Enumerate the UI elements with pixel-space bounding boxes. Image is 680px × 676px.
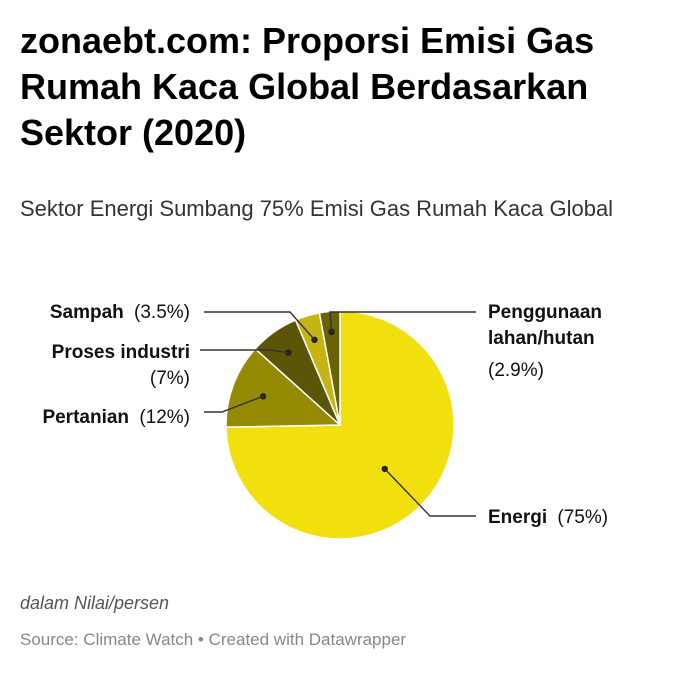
label-pertanian: Pertanian (12%) <box>42 407 190 428</box>
source-credit: Source: Climate Watch • Created with Dat… <box>20 630 407 649</box>
label-sampah: Sampah (3.5%) <box>50 302 190 323</box>
label-pertanian-value: (12%) <box>139 407 190 428</box>
label-energi: Energi (75%) <box>488 507 608 528</box>
label-penggunaan-name-line2: lahan/hutan <box>488 328 595 349</box>
leader-line-proses-industri <box>200 349 289 354</box>
label-penggunaan-value: (2.9%) <box>488 360 544 381</box>
label-sampah-name: Sampah <box>50 302 124 323</box>
label-energi-value: (75%) <box>557 507 608 528</box>
leader-dot-penggunaan-lahan-hutan <box>328 328 335 336</box>
label-energi-name: Energi <box>488 507 547 528</box>
leader-line-penggunaan-lahan-hutan <box>329 311 476 332</box>
pie-slice-pertanian <box>225 347 342 428</box>
chart-subtitle: Sektor Energi Sumbang 75% Emisi Gas Ruma… <box>20 196 614 221</box>
label-pertanian-name: Pertanian <box>42 407 129 428</box>
leader-lines <box>200 311 476 517</box>
label-proses-industri-value: (7%) <box>150 368 190 389</box>
leader-line-pertanian <box>204 395 264 413</box>
chart-title: zonaebt.com: Proporsi Emisi Gas Rumah Ka… <box>20 20 595 153</box>
label-proses-industri-name: Proses industri <box>52 342 190 363</box>
leader-line-sampah <box>204 311 316 341</box>
label-penggunaan-name-line1: Penggunaan <box>488 302 602 323</box>
leader-line-energi <box>384 468 476 517</box>
label-penggunaan-name: Penggunaan lahan/hutan <box>488 302 607 349</box>
unit-note: dalam Nilai/persen <box>20 593 170 613</box>
pie-chart: Sampah (3.5%) Proses industri (7%) Perta… <box>42 302 608 540</box>
label-sampah-value: (3.5%) <box>134 302 190 323</box>
